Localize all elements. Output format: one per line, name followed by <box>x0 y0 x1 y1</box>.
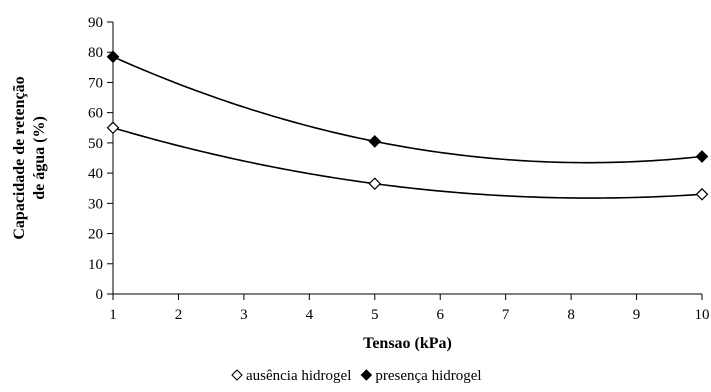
trendlines <box>112 56 703 199</box>
legend-label-1: presença hidrogel <box>375 368 481 384</box>
y-axis-title-line: Capacidade de retenção <box>11 76 28 239</box>
x-tick-label: 3 <box>240 307 248 323</box>
data-point-series-1 <box>695 150 709 163</box>
x-tick-label: 8 <box>567 307 575 323</box>
data-point-series-0 <box>106 121 120 135</box>
y-tick-label: 40 <box>88 166 103 182</box>
trendline-series-0 <box>112 127 703 199</box>
x-tick-label: 6 <box>436 307 444 323</box>
y-tick-label: 0 <box>96 287 104 303</box>
data-point-series-1 <box>106 50 120 64</box>
data-point-series-0 <box>695 187 709 201</box>
x-axis: 1 2 3 4 5 6 7 8 9 10 <box>109 293 710 323</box>
x-tick-label: 9 <box>633 307 641 323</box>
x-tick-label: 2 <box>175 307 183 323</box>
y-tick-label: 90 <box>88 15 103 31</box>
y-axis-title-line: de água (%) <box>31 116 48 200</box>
y-tick-label: 30 <box>88 196 103 212</box>
legend-label-0: ausência hidrogel <box>246 368 351 384</box>
legend-marker-1 <box>360 369 373 381</box>
y-tick-label: 60 <box>88 106 103 122</box>
x-tick-label: 7 <box>502 307 510 323</box>
trendline-series-1 <box>112 56 703 164</box>
x-tick-label: 5 <box>371 307 379 323</box>
legend-marker-0 <box>231 369 243 381</box>
y-axis-title-text: Capacidade de retenção de água (%) <box>11 76 48 239</box>
y-tick-label: 50 <box>88 136 103 152</box>
x-tick-label: 10 <box>695 307 710 323</box>
x-tick-label: 4 <box>306 307 314 323</box>
data-point-series-0 <box>368 177 382 191</box>
y-tick-label: 10 <box>88 257 103 273</box>
y-tick-label: 70 <box>88 75 103 91</box>
data-points <box>106 50 709 201</box>
legend: ausência hidrogel presença hidrogel <box>231 368 482 384</box>
x-tick-label: 1 <box>109 307 117 323</box>
x-axis-title: Tensao (kPa) <box>363 335 452 352</box>
data-point-series-1 <box>368 135 382 148</box>
y-axis-title: Capacidade de retenção de água (%) <box>11 76 48 239</box>
y-tick-label: 80 <box>88 45 103 61</box>
y-tick-label: 20 <box>88 227 103 243</box>
y-axis: 0 10 20 30 40 50 60 70 80 90 <box>88 15 114 303</box>
